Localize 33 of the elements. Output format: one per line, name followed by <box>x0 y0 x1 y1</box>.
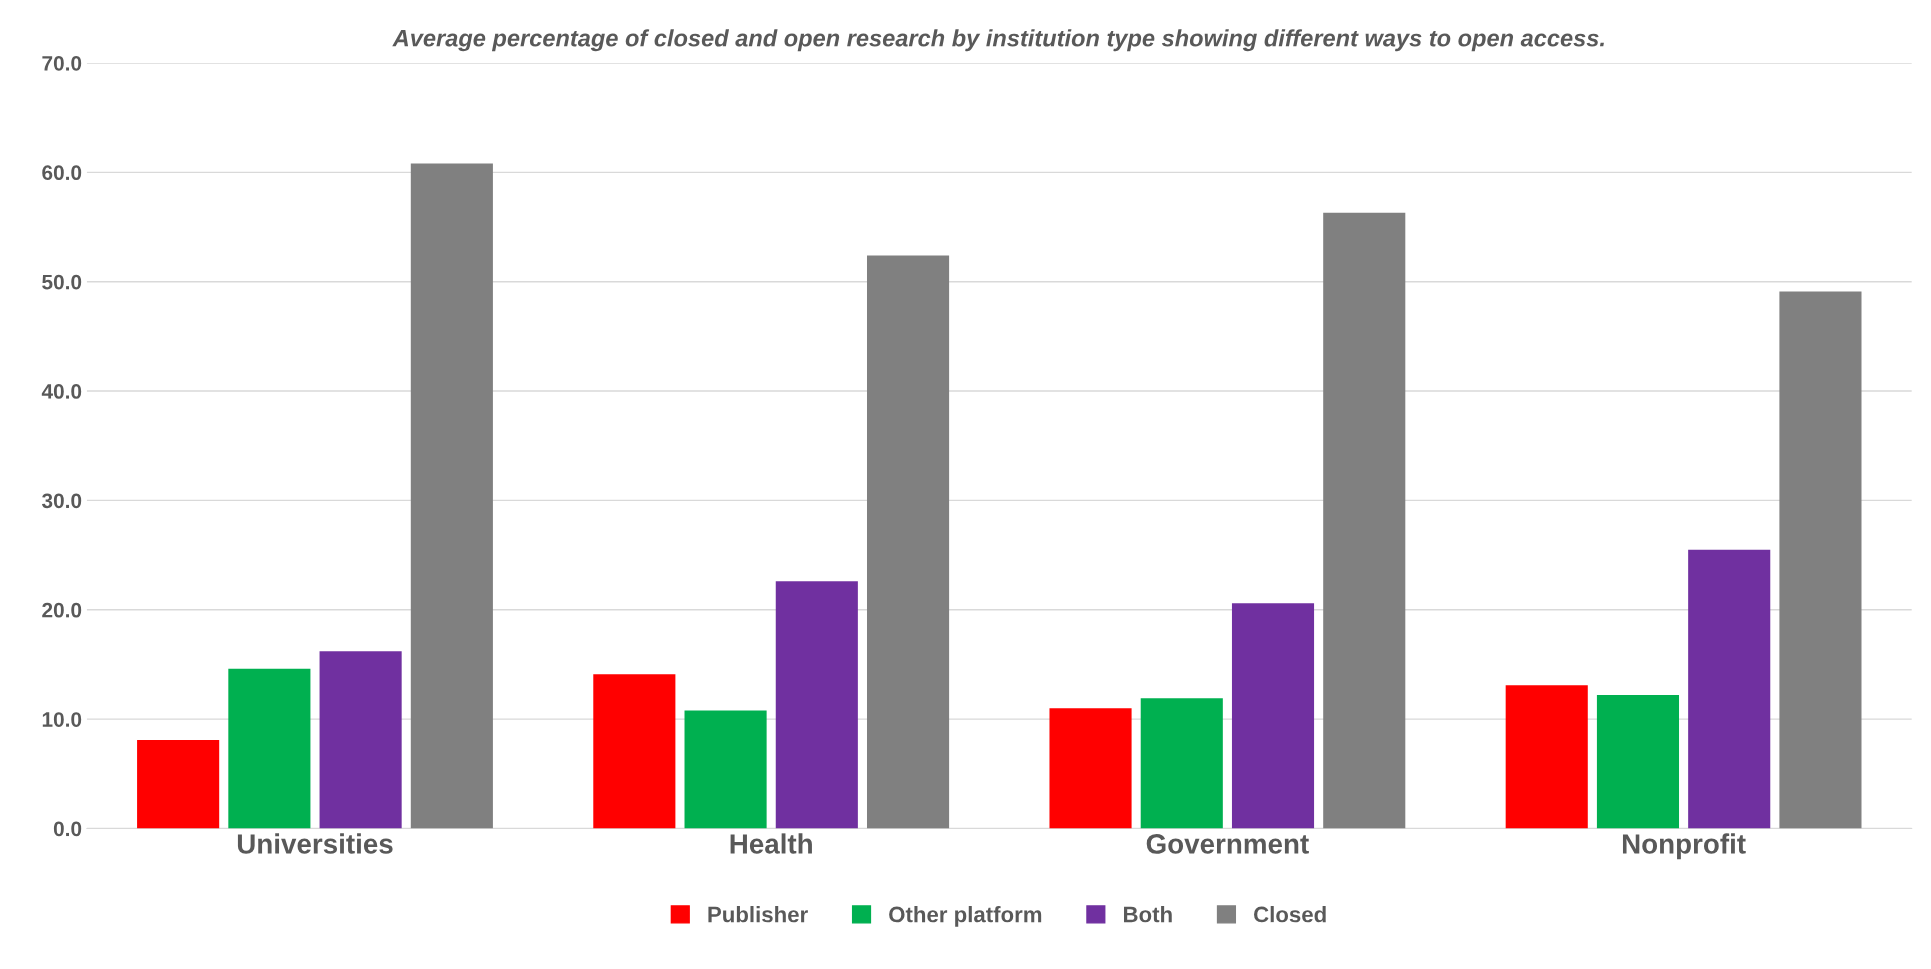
y-tick-label: 70.0 <box>42 55 82 71</box>
y-tick-label: 60.0 <box>42 165 82 181</box>
bar <box>775 581 858 829</box>
bar <box>410 163 493 829</box>
x-tick-label: Universities <box>237 833 393 854</box>
bar <box>137 739 220 829</box>
bar <box>1323 212 1406 829</box>
bar <box>1231 603 1315 829</box>
bar <box>1049 708 1132 829</box>
y-tick-label: 0.0 <box>53 821 82 837</box>
bar <box>1596 695 1680 829</box>
x-tick-label: Nonprofit <box>1622 833 1746 860</box>
legend-label: Closed <box>1254 906 1326 923</box>
x-tick-label: Government <box>1146 834 1309 854</box>
bar <box>866 255 950 829</box>
bar <box>1688 549 1771 829</box>
bar <box>228 668 311 829</box>
bar <box>593 674 676 829</box>
bar <box>1140 698 1223 829</box>
bar <box>319 651 402 829</box>
legend-label: Both <box>1124 906 1172 923</box>
bar <box>1779 291 1862 829</box>
bar <box>684 710 767 829</box>
y-tick-label: 10.0 <box>42 712 82 727</box>
legend-label: Publisher <box>708 906 808 923</box>
bar <box>1505 685 1588 829</box>
y-tick-label: 20.0 <box>42 602 82 618</box>
x-tick-label: Health <box>730 833 812 854</box>
y-tick-label: 30.0 <box>41 493 82 509</box>
chart-title: Average percentage of closed and open research by institution type showing different ways to open access. <box>392 29 1604 52</box>
y-tick-label: 50.0 <box>42 274 82 290</box>
y-tick-label: 40.0 <box>41 384 82 399</box>
legend-label: Other platform <box>889 906 1042 927</box>
